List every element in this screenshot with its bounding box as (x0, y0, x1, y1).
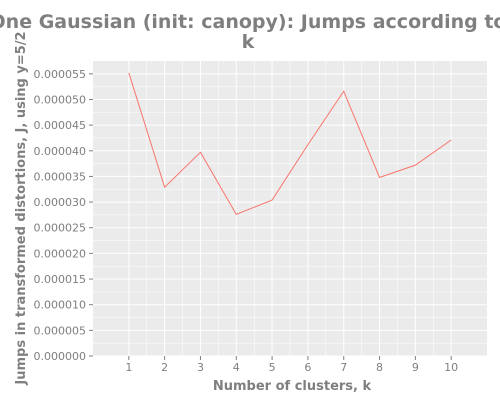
y-tick-label: 0.000025 (34, 222, 87, 235)
series-line (128, 72, 452, 216)
y-tick-label: 0.000035 (34, 170, 87, 183)
x-axis-label: Number of clusters, k (213, 379, 372, 394)
grid (93, 61, 487, 357)
chart-title-line-1: One Gaussian (init: canopy): Jumps accor… (0, 11, 500, 33)
chart-title-line-2: k (242, 31, 255, 53)
y-tick-label: 0.000040 (34, 145, 87, 158)
y-tick-label: 0.000030 (34, 196, 87, 209)
y-axis-label: Jumps in transformed distortions, J, usi… (14, 31, 29, 385)
x-tick-label: 6 (304, 361, 311, 374)
y-tick-label: 0.000050 (34, 93, 87, 106)
y-tick-label: 0.000010 (34, 299, 87, 312)
x-tick-label: 3 (197, 361, 204, 374)
x-tick-label: 5 (269, 361, 276, 374)
x-tick-label: 2 (161, 361, 168, 374)
x-tick-label: 8 (376, 361, 383, 374)
x-tick-label: 1 (125, 361, 132, 374)
x-tick-label: 10 (444, 361, 458, 374)
y-tick-label: 0.000045 (34, 119, 87, 132)
y-tick-label: 0.000055 (34, 68, 87, 81)
y-tick-label: 0.000020 (34, 247, 87, 260)
y-tick-label: 0.000000 (34, 350, 87, 363)
x-tick-label: 4 (233, 361, 240, 374)
x-tick-label: 9 (412, 361, 419, 374)
y-tick-label: 0.000015 (34, 273, 87, 286)
x-tick-label: 7 (340, 361, 347, 374)
y-tick-label: 0.000005 (34, 324, 87, 337)
ticks: 0.000000 0.000005 0.000010 0.000015 0.000020… (34, 68, 459, 374)
